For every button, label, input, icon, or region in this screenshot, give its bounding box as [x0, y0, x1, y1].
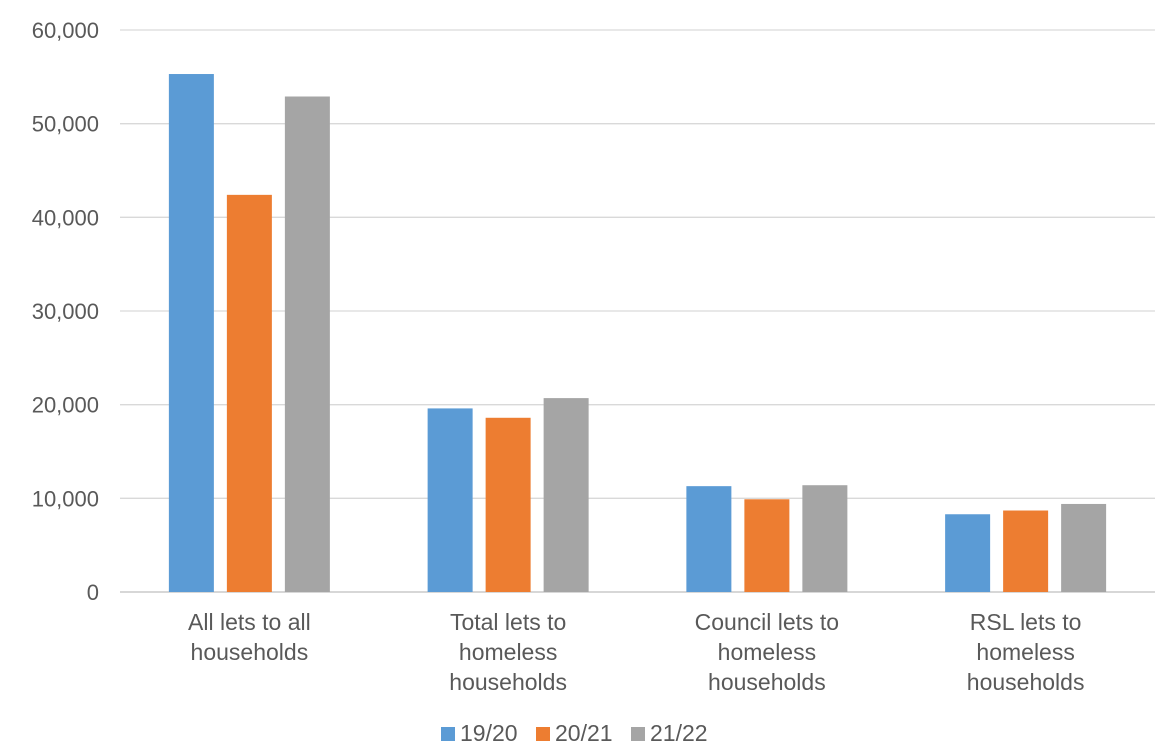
y-tick-label: 10,000 — [32, 486, 99, 511]
x-category-label: RSL lets to — [970, 609, 1082, 635]
x-category-label: homeless — [976, 639, 1074, 665]
bar-21-22-cat1 — [543, 398, 589, 592]
legend-swatch — [631, 727, 645, 741]
x-category-label: Council lets to — [695, 609, 839, 635]
legend-label: 19/20 — [460, 720, 518, 746]
legend-label: 21/22 — [650, 720, 708, 746]
y-tick-label: 50,000 — [32, 112, 99, 137]
legend: 19/20 20/21 21/22 — [441, 720, 708, 746]
y-tick-label: 60,000 — [32, 18, 99, 43]
bars — [168, 74, 1107, 593]
bar-19-20-cat2 — [686, 486, 732, 592]
bar-21-22-cat2 — [802, 485, 848, 592]
x-category-label: homeless — [459, 639, 557, 665]
x-category-label: Total lets to — [450, 609, 566, 635]
y-tick-label: 0 — [87, 580, 99, 605]
bar-19-20-cat3 — [945, 514, 991, 592]
legend-swatch — [536, 727, 550, 741]
y-tick-label: 40,000 — [32, 205, 99, 230]
legend-swatch — [441, 727, 455, 741]
y-axis: 0 10,000 20,000 30,000 40,000 50,000 60,000 — [32, 18, 99, 605]
x-category-label: households — [191, 639, 309, 665]
bar-21-22-cat0 — [284, 96, 330, 593]
bar-19-20-cat0 — [168, 74, 214, 593]
bar-20-21-cat0 — [226, 194, 272, 592]
bar-20-21-cat1 — [485, 417, 531, 592]
x-category-label: All lets to all — [188, 609, 311, 635]
y-tick-label: 20,000 — [32, 393, 99, 418]
x-category-label: households — [708, 669, 826, 695]
x-axis: All lets to all households Total lets to ho… — [188, 609, 1084, 695]
bar-20-21-cat3 — [1003, 510, 1049, 592]
bar-19-20-cat1 — [427, 408, 473, 592]
x-category-label: homeless — [718, 639, 816, 665]
bar-20-21-cat2 — [744, 499, 790, 592]
legend-label: 20/21 — [555, 720, 613, 746]
x-category-label: households — [967, 669, 1085, 695]
y-tick-label: 30,000 — [32, 299, 99, 324]
gridlines — [120, 29, 1155, 593]
x-category-label: households — [449, 669, 567, 695]
bar-21-22-cat3 — [1061, 503, 1107, 592]
